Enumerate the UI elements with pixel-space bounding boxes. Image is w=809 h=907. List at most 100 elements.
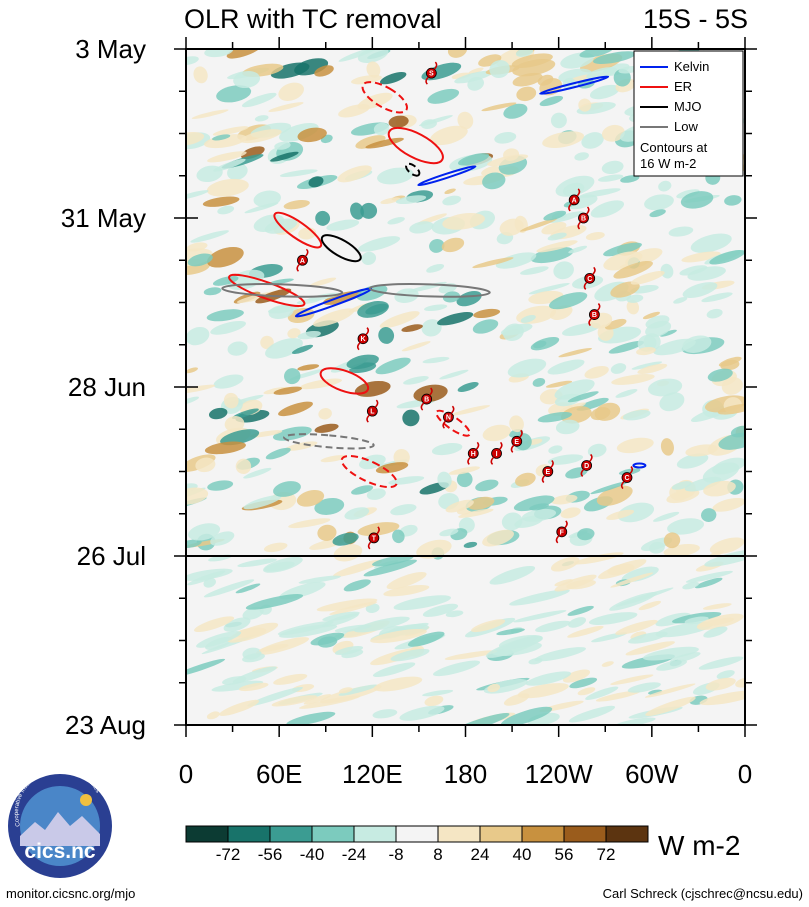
tc-symbol-icon <box>578 212 589 224</box>
olr-anomaly-patch <box>238 682 269 692</box>
olr-anomaly-patch <box>213 374 244 389</box>
olr-anomaly-patch <box>242 606 264 620</box>
tc-letter: C <box>587 276 592 283</box>
tc-letter: K <box>360 336 365 343</box>
olr-anomaly-patch <box>285 441 318 451</box>
olr-anomaly-patch <box>355 135 386 149</box>
tc-marker: H <box>467 441 480 465</box>
olr-anomaly-patch <box>709 537 745 555</box>
tc-symbol-icon <box>588 309 600 320</box>
olr-anomaly-patch <box>730 425 745 438</box>
olr-anomaly-patch <box>643 646 699 661</box>
olr-anomaly-patch <box>421 319 442 337</box>
olr-anomaly-patch <box>431 442 463 456</box>
olr-anomaly-patch <box>712 497 745 512</box>
olr-anomaly-patch <box>560 507 581 519</box>
olr-anomaly-patch <box>610 674 654 685</box>
olr-anomaly-patch <box>663 532 681 549</box>
tc-letter: F <box>560 529 565 536</box>
olr-anomaly-patch <box>541 221 567 235</box>
olr-anomaly-patch <box>190 230 229 243</box>
olr-anomaly-patch <box>399 705 445 721</box>
olr-anomaly-patch <box>685 570 733 583</box>
olr-anomaly-patch <box>704 549 745 567</box>
olr-anomaly-patch <box>577 687 596 696</box>
olr-anomaly-patch <box>314 498 345 515</box>
olr-anomaly-patch <box>317 524 337 541</box>
olr-anomaly-patch <box>387 217 405 225</box>
olr-anomaly-patch <box>439 369 469 380</box>
olr-anomaly-patch <box>240 146 265 160</box>
olr-anomaly-patch <box>243 467 272 479</box>
kelvin-contour <box>632 462 647 469</box>
olr-anomaly-patch <box>468 67 484 75</box>
olr-anomaly-patch <box>186 658 226 677</box>
olr-anomaly-patch <box>186 396 199 406</box>
tc-arm-icon <box>585 206 590 215</box>
tc-symbol-icon <box>584 272 596 284</box>
x-tick-label: 60W <box>625 759 679 789</box>
olr-anomaly-patch <box>283 200 310 210</box>
olr-anomaly-patch <box>610 572 654 588</box>
olr-anomaly-patch <box>537 411 573 423</box>
tc-letter: T <box>372 535 377 542</box>
olr-anomaly-patch <box>232 666 277 684</box>
olr-anomaly-patch <box>472 319 499 334</box>
tc-arm-icon <box>490 456 495 465</box>
legend-kelvin-label: Kelvin <box>674 59 709 74</box>
region-label: 15S - 5S <box>643 4 748 34</box>
olr-anomaly-patch <box>697 617 735 628</box>
olr-anomaly-patch <box>638 600 662 611</box>
legend-mjo-label: MJO <box>674 99 701 114</box>
olr-anomaly-patch <box>207 480 234 491</box>
tc-arm-icon <box>296 263 301 272</box>
olr-anomaly-patch <box>547 359 585 375</box>
olr-anomaly-patch <box>278 401 313 417</box>
olr-anomaly-patch <box>503 103 528 119</box>
olr-anomaly-patch <box>515 472 536 487</box>
olr-anomaly-patch <box>409 221 434 234</box>
olr-anomaly-patch <box>590 480 630 495</box>
er-contour <box>361 81 408 114</box>
olr-anomaly-patch <box>521 508 557 522</box>
olr-anomaly-patch <box>684 476 722 492</box>
colorbar-label: -8 <box>388 845 403 864</box>
olr-anomaly-patch <box>489 565 536 585</box>
olr-anomaly-patch <box>237 558 278 568</box>
olr-anomaly-patch <box>393 448 410 466</box>
olr-anomaly-patch <box>416 539 452 559</box>
mjo-contour <box>405 162 421 177</box>
olr-anomaly-patch <box>485 635 543 658</box>
olr-anomaly-patch <box>699 690 745 706</box>
olr-anomaly-patch <box>473 308 501 319</box>
olr-anomaly-patch <box>223 617 251 632</box>
olr-anomaly-patch <box>186 487 209 505</box>
olr-anomaly-patch <box>402 409 420 427</box>
olr-anomaly-patch <box>482 172 506 190</box>
olr-anomaly-patch <box>547 232 567 241</box>
olr-anomaly-patch <box>269 278 294 285</box>
olr-anomaly-patch <box>260 335 274 350</box>
y-tick-label: 23 Aug <box>65 710 146 740</box>
olr-anomaly-patch <box>616 437 654 454</box>
olr-anomaly-patch <box>536 240 578 253</box>
olr-anomaly-patch <box>383 584 430 597</box>
low-contour <box>221 283 344 298</box>
olr-anomaly-patch <box>422 603 459 617</box>
colorbar-swatch <box>437 825 481 843</box>
tc-arm-icon <box>592 266 596 275</box>
olr-anomaly-patch <box>598 559 647 579</box>
olr-anomaly-patch <box>186 539 202 549</box>
logo-text: cics.nc <box>24 840 96 863</box>
colorbar-label: 24 <box>471 845 490 864</box>
tc-arm-icon <box>365 327 370 336</box>
olr-anomaly-patch <box>371 554 414 567</box>
olr-anomaly-patch <box>463 541 478 548</box>
tc-symbol-icon <box>425 67 437 79</box>
olr-anomaly-patch <box>378 327 395 344</box>
olr-anomaly-patch <box>553 261 574 280</box>
olr-anomaly-patch <box>372 709 398 719</box>
x-tick-label: 0 <box>738 759 752 789</box>
tc-letter: B <box>581 216 586 223</box>
tc-symbol-icon <box>443 411 454 423</box>
